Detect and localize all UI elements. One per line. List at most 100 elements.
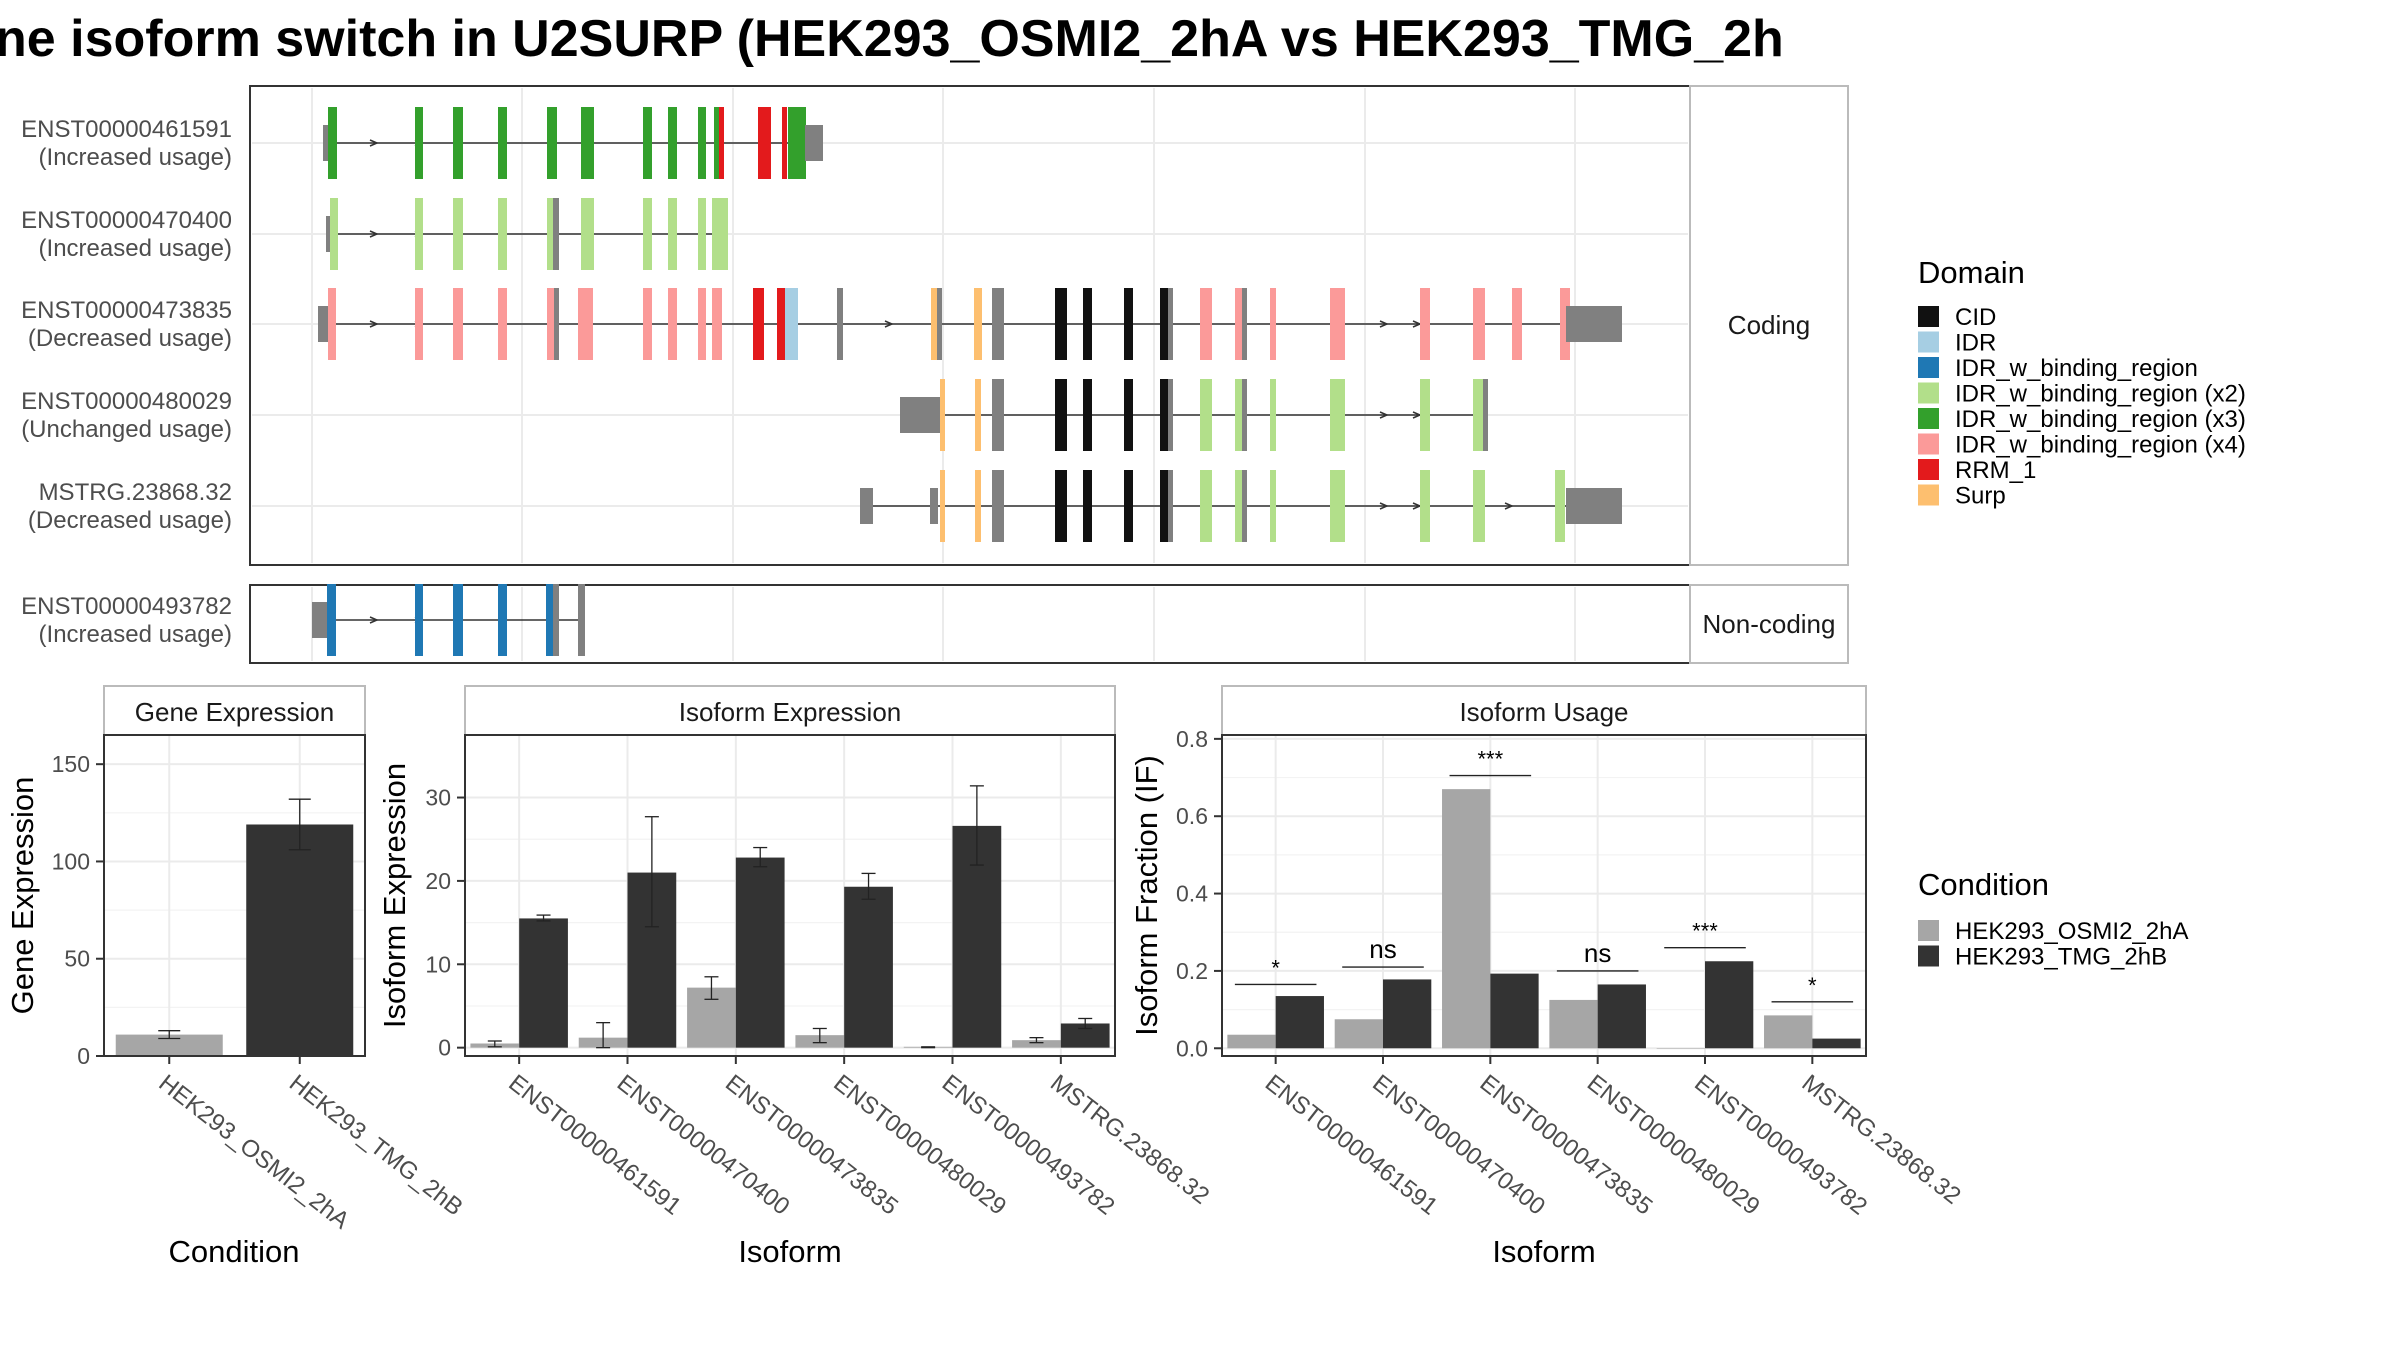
noncoding-strip-label: Non-coding [1703,609,1836,639]
utr-exon [323,125,331,161]
x-tick-label: ENST00000480029 [1582,1069,1765,1220]
legend-label-cid: CID [1955,304,1996,331]
legend-key-idr-w-binding-region-x4 [1918,433,1939,455]
coding-exon [547,288,556,360]
utr-exon [805,125,823,161]
legend-label-hek293-tmg-2hb: HEK293_TMG_2hB [1955,944,2167,971]
coding-exon [1055,288,1067,360]
coding-exon [643,198,652,270]
coding-exon [1473,470,1485,542]
transcript-usage-label: (Unchanged usage) [21,416,232,443]
coding-exon [668,198,677,270]
bar-hek293-tmg-2hb [1383,979,1432,1049]
y-tick-label: 50 [64,946,90,972]
coding-exon [1330,288,1345,360]
transcript-structure [326,198,728,270]
x-axis-label: Isoform [1492,1234,1595,1269]
legend-key-idr-w-binding-region-x3 [1918,408,1939,429]
coding-exon [554,288,559,360]
y-tick-label: 150 [52,751,90,777]
significance-label: *** [1692,919,1718,944]
bar-hek293-tmg-2hb [1705,961,1754,1049]
y-axis-label: Gene Expression [5,777,40,1015]
bar-hek293-osmi2-2ha [1656,1048,1705,1049]
coding-exon [415,107,423,179]
legend-label-rrm-1: RRM_1 [1955,457,2036,484]
coding-exon [498,288,507,360]
coding-exon [553,584,559,656]
bar-hek293-osmi2-2ha [1334,1019,1383,1049]
coding-exon [453,107,463,179]
x-tick-label: ENST00000461591 [1260,1069,1443,1220]
x-tick-label: ENST00000473835 [1475,1069,1658,1220]
coding-exon [790,288,798,360]
coding-exon [758,107,771,179]
coding-strip-label: Coding [1728,310,1810,340]
coding-exon [992,470,1004,542]
coding-exon [1420,470,1430,542]
bar-hek293-osmi2-2ha [115,1034,223,1056]
coding-exon [1083,379,1092,451]
coding-exon [1242,470,1247,542]
coding-exon [1483,379,1488,451]
bar-hek293-tmg-2hb [735,857,785,1048]
coding-exon [1270,288,1276,360]
plot-border [103,734,366,1057]
transcript-id-label: ENST00000480029 [21,388,232,415]
y-axis-label: Isoform Expression [377,763,412,1028]
x-axis-label: Condition [169,1234,300,1269]
significance-label: *** [1477,747,1503,772]
coding-exon [643,288,652,360]
coding-exon [992,379,1004,451]
coding-exon [546,584,554,656]
y-tick-label: 100 [52,848,90,874]
significance-label: * [1271,955,1280,980]
coding-exon [1473,379,1485,451]
coding-strip [1689,85,1849,566]
coding-exon [547,107,557,179]
coding-exon [1168,379,1173,451]
bar-hek293-tmg-2hb [1275,996,1324,1049]
legend-key-hek293-tmg-2hb [1918,945,1939,967]
coding-exon [1160,379,1168,451]
coding-exon [719,107,724,179]
coding-exon [553,198,559,270]
y-tick-label: 10 [425,951,451,977]
coding-exon [643,107,652,179]
chart-title: Isoform Expression [679,697,902,727]
strand-arrow [884,320,894,328]
coding-panel-background [249,85,1691,566]
strand-arrow [369,616,379,624]
coding-exon [837,288,843,360]
legend-key-idr-w-binding-region [1918,357,1939,378]
y-tick-label: 0 [438,1035,451,1061]
coding-exon [777,288,785,360]
chart-gene-expression: Gene Expression050100150HEK293_OSMI2_2hA… [5,685,468,1269]
coding-exon [785,288,790,360]
chart-isoform-usage: Isoform Usage*ns***ns****0.00.20.40.60.8… [1129,685,1966,1269]
transcript-structure [312,584,585,656]
coding-exon [975,379,981,451]
bar-hek293-tmg-2hb [246,824,354,1056]
chart-title: Isoform Usage [1459,697,1628,727]
transcript-structure [860,470,1622,542]
transcript-id-label: ENST00000493782 [21,593,232,620]
coding-exon [974,288,982,360]
coding-exon [1555,470,1565,542]
bar-hek293-tmg-2hb [1597,984,1646,1049]
domain-legend-title: Domain [1918,255,2025,290]
coding-exon [1160,470,1168,542]
plot-area [1222,735,1866,1056]
legend-label-idr-w-binding-region-x2: IDR_w_binding_region (x2) [1955,381,2246,408]
strand-arrow [369,139,379,147]
bar-hek293-osmi2-2ha [1442,789,1491,1049]
strand-arrow [1504,502,1514,510]
coding-exon [698,288,706,360]
coding-exon [975,470,981,542]
coding-exon [931,288,940,360]
y-tick-label: 0.0 [1176,1035,1208,1061]
utr-exon [900,397,942,433]
bar-hek293-tmg-2hb [1812,1038,1861,1049]
